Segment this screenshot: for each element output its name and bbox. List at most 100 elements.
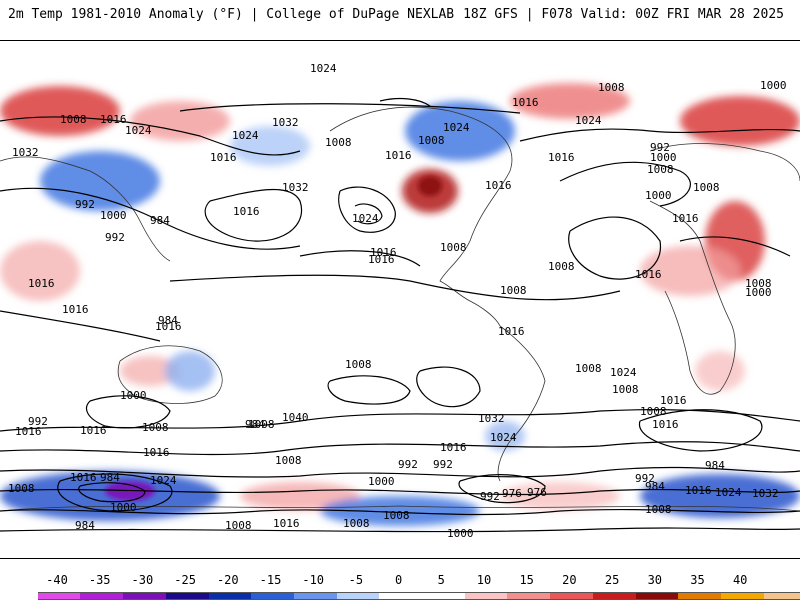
isobar-label: 1016 bbox=[80, 424, 107, 437]
isobar-label: 1016 bbox=[672, 212, 699, 225]
isobar-label: 1016 bbox=[15, 425, 42, 438]
isobar-label: 1016 bbox=[512, 96, 539, 109]
isobar-label: 984 bbox=[645, 480, 665, 493]
isobar-label: 1024 bbox=[232, 129, 259, 142]
isobar-label: 1016 bbox=[660, 394, 687, 407]
isobar-label: 1016 bbox=[370, 246, 397, 259]
isobar-label: 1016 bbox=[440, 441, 467, 454]
colorbar-swatch bbox=[208, 592, 252, 600]
isobar-label: 1008 bbox=[325, 136, 352, 149]
isobar-label: 1024 bbox=[575, 114, 602, 127]
isobar-label: 1032 bbox=[12, 146, 39, 159]
warm-anomaly-siberia bbox=[0, 86, 120, 136]
cold-anomaly-central-asia bbox=[40, 151, 160, 211]
colorbar-swatch bbox=[165, 592, 210, 600]
isobar-label: 1016 bbox=[100, 113, 127, 126]
colorbar-tick-label: 0 bbox=[394, 573, 403, 587]
colorbar-swatch bbox=[336, 592, 380, 600]
cold-anomaly-australia bbox=[165, 351, 215, 391]
isobar-label: 992 bbox=[105, 231, 125, 244]
colorbar-tick-label: 5 bbox=[437, 573, 445, 587]
cold-anomaly-south-america bbox=[485, 421, 525, 451]
colorbar-tick-label: -10 bbox=[302, 573, 325, 587]
colorbar-swatch bbox=[635, 592, 679, 600]
isobar-label: 1024 bbox=[310, 62, 337, 75]
isobar-label: 1024 bbox=[715, 486, 742, 499]
temperature-anomaly-map: 1024 1016 1008 1024 1032 1024 1016 1032 … bbox=[0, 40, 800, 559]
colorbar-swatch bbox=[464, 592, 508, 600]
warm-anomaly-south-ocean bbox=[500, 482, 620, 510]
colorbar-tick-label: -40 bbox=[46, 573, 68, 587]
isobar-label: 1008 bbox=[598, 81, 625, 94]
isobar-label: 1008 bbox=[693, 181, 720, 194]
isobar-label: 1016 bbox=[548, 151, 575, 164]
isobar-label: 992 bbox=[433, 458, 453, 471]
colorbar-tick-label: -20 bbox=[216, 573, 239, 587]
colorbar-swatch bbox=[37, 592, 81, 600]
isobar-label: 1016 bbox=[233, 205, 260, 218]
isobar-label: 1008 bbox=[575, 362, 602, 375]
colorbar-tick-label: -35 bbox=[88, 573, 111, 587]
colorbar-tick-label: 15 bbox=[519, 573, 534, 587]
isobar-label: 1032 bbox=[272, 116, 299, 129]
isobar-label: 992 bbox=[650, 141, 670, 154]
isobar-label: 992 bbox=[398, 458, 418, 471]
isobar-label: 1032 bbox=[282, 181, 309, 194]
colorbar-swatch bbox=[550, 592, 594, 600]
isobar-label: 1008 bbox=[548, 260, 575, 273]
warm-anomaly-europe bbox=[680, 96, 800, 146]
colorbar-swatch bbox=[80, 592, 124, 600]
colorbar-tick-label: -5 bbox=[348, 573, 364, 587]
isobar-label: 1016 bbox=[635, 268, 662, 281]
isobar-label: 976 bbox=[502, 487, 522, 500]
isobar-label: 1000 bbox=[760, 79, 787, 92]
isobar-label: 1008 bbox=[275, 454, 302, 467]
isobar-label: 1008 bbox=[343, 517, 370, 530]
isobar-label: 984 bbox=[245, 418, 265, 431]
isobar-label: 1008 bbox=[8, 482, 35, 495]
model-run-info: 18Z GFS | F078 Valid: 00Z FRI MAR 28 202… bbox=[463, 7, 784, 22]
strong-warm-core-us bbox=[418, 176, 442, 196]
isobar-label: 1000 bbox=[120, 389, 147, 402]
isobar-label: 1016 bbox=[368, 253, 395, 266]
isobar-label: 1024 bbox=[352, 212, 379, 225]
warm-anomaly-india bbox=[0, 241, 80, 301]
isobar-label: 1016 bbox=[273, 517, 300, 530]
map-title: 2m Temp 1981-2010 Anomaly (°F) | College… bbox=[8, 7, 455, 22]
isobar-label: 976 bbox=[527, 486, 547, 499]
isobar-label: 1008 bbox=[418, 134, 445, 147]
colorbar-tick-label: 20 bbox=[562, 573, 577, 587]
isobar-label: 1000 bbox=[745, 286, 772, 299]
isobar-label: 984 bbox=[75, 519, 95, 532]
map-header: 2m Temp 1981-2010 Anomaly (°F) | College… bbox=[0, 0, 800, 30]
isobar-label: 1008 bbox=[142, 421, 169, 434]
colorbar-swatch bbox=[379, 592, 423, 600]
isobar-label: 1008 bbox=[647, 163, 674, 176]
colorbar-tick-label: 25 bbox=[604, 573, 620, 587]
isobar-label: 1000 bbox=[100, 209, 127, 222]
isobar-label: 1016 bbox=[28, 277, 55, 290]
map-canvas: 1024 1016 1008 1024 1032 1024 1016 1032 … bbox=[0, 62, 800, 540]
isobar-label: 1032 bbox=[478, 412, 505, 425]
isobar-label: 1016 bbox=[143, 446, 170, 459]
isobar-label: 1016 bbox=[155, 320, 182, 333]
isobar-label: 1016 bbox=[62, 303, 89, 316]
isobar-label: 1024 bbox=[443, 121, 470, 134]
coastlines bbox=[0, 106, 800, 512]
warm-anomaly-antarctic bbox=[240, 482, 360, 510]
isobar-label: 1008 bbox=[383, 509, 410, 522]
isobar-label: 1000 bbox=[645, 189, 672, 202]
isobar-label: 1008 bbox=[60, 113, 87, 126]
cold-anomaly-antarctica-center bbox=[320, 496, 480, 526]
isobar-label: 1040 bbox=[282, 411, 309, 424]
isobar-label: 984 bbox=[100, 471, 120, 484]
isobar-label: 1000 bbox=[447, 527, 474, 540]
isobar-label: 1000 bbox=[650, 151, 677, 164]
colorbar-swatch bbox=[678, 592, 722, 600]
isobar-label: 1024 bbox=[610, 366, 637, 379]
isobar-label: 1016 bbox=[685, 484, 712, 497]
isobar-contours bbox=[0, 97, 800, 533]
colorbar-swatch bbox=[763, 592, 800, 600]
isobar-label: 1008 bbox=[640, 405, 667, 418]
warm-anomaly-west-russia bbox=[130, 101, 230, 141]
